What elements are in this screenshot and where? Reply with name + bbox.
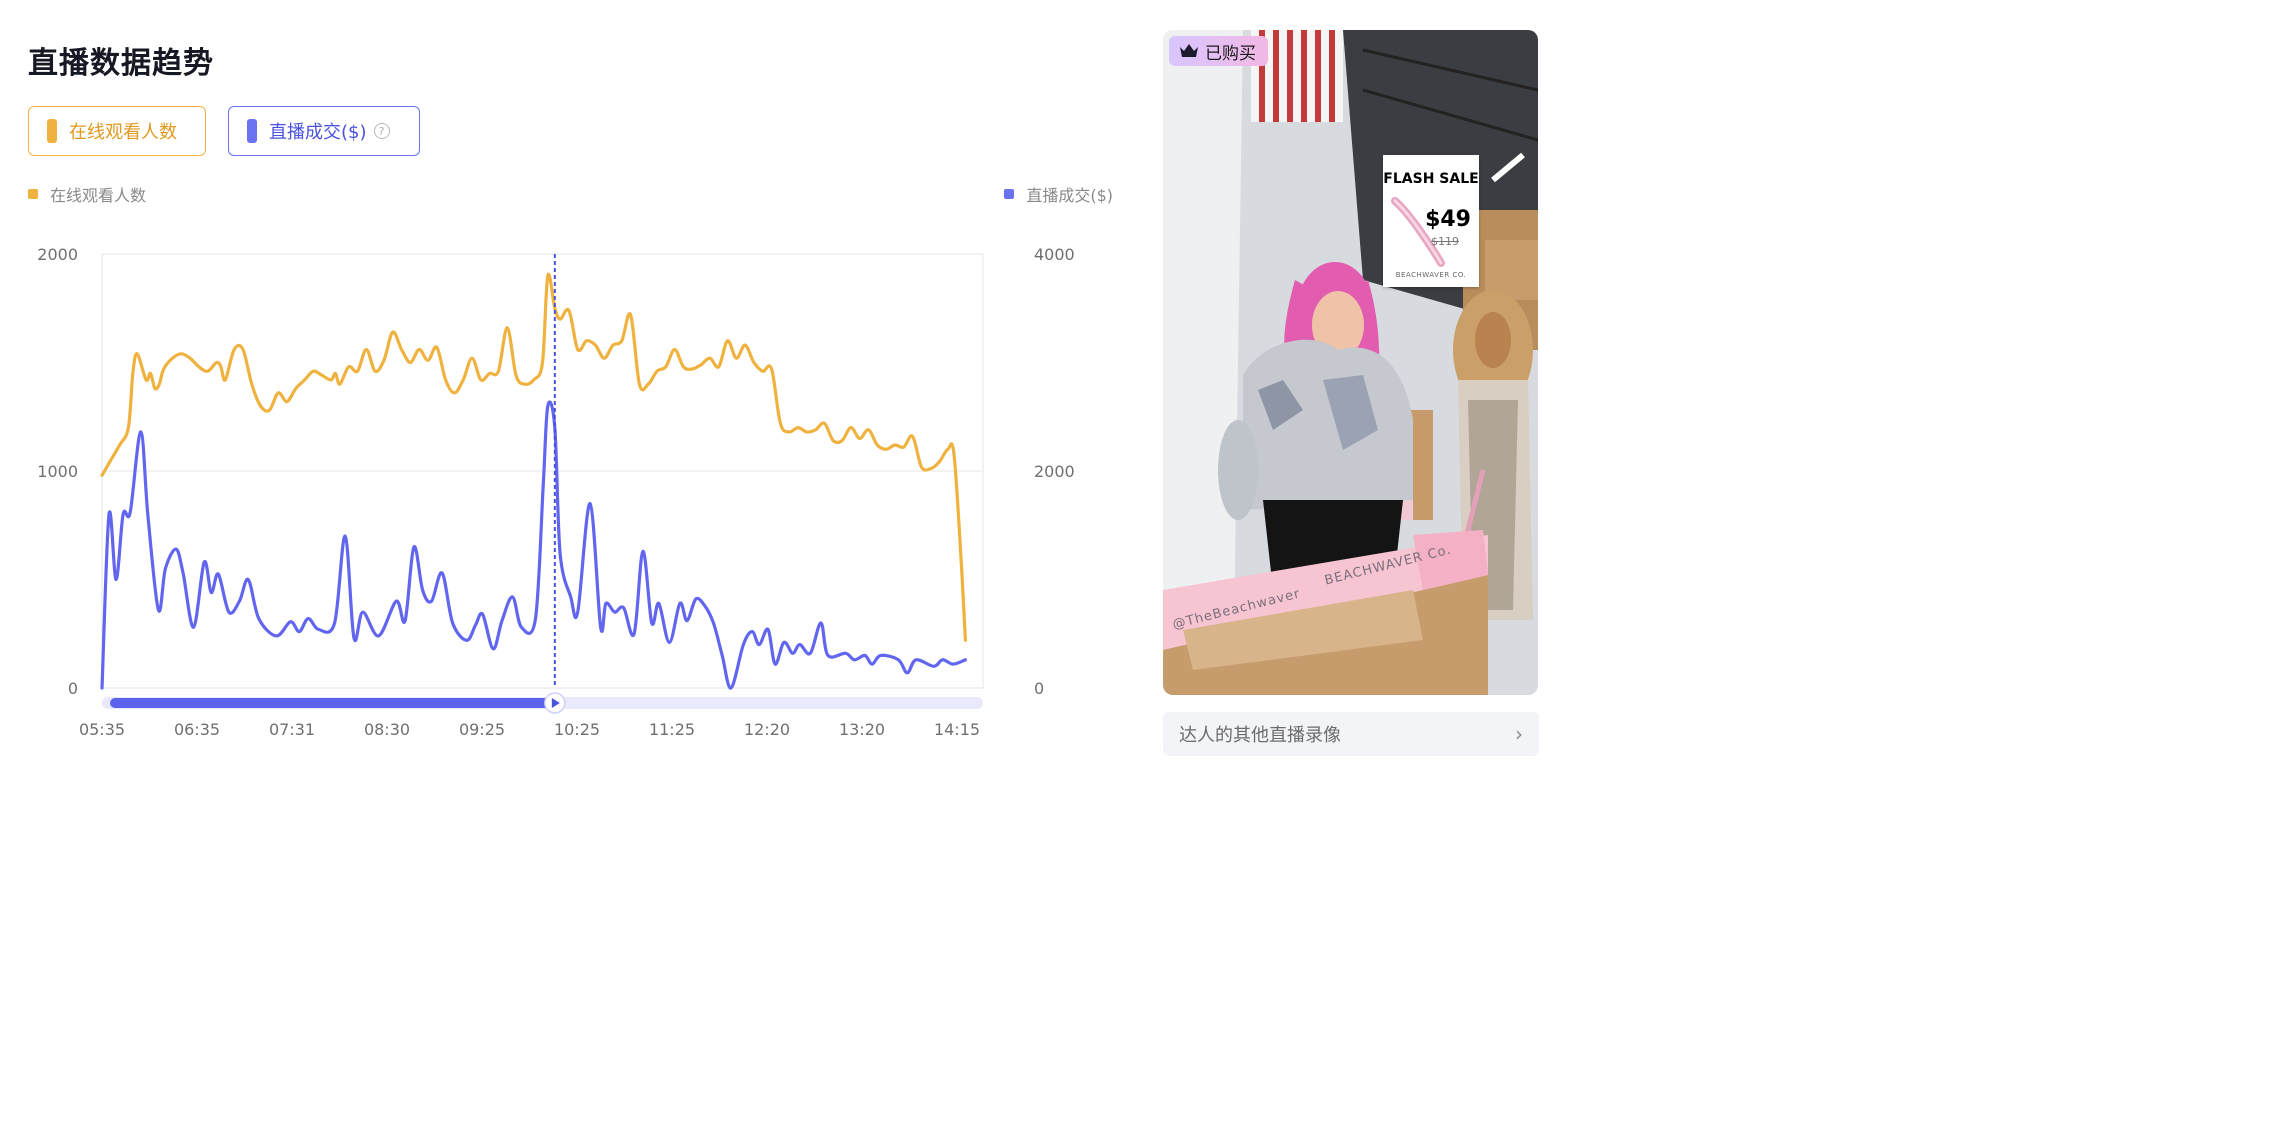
y-right-axis: 0 2000 4000 <box>1034 245 1075 698</box>
legend-viewers-swatch <box>28 189 38 199</box>
x-tick-label: 10:25 <box>554 720 600 739</box>
y-right-tick-label: 2000 <box>1034 462 1075 481</box>
time-range-slider[interactable] <box>102 692 983 714</box>
flash-sale-title: FLASH SALE <box>1383 171 1479 187</box>
x-tick-label: 12:20 <box>744 720 790 739</box>
x-axis: 05:35 06:35 07:31 08:30 09:25 10:25 11:25 12:20… <box>79 720 980 739</box>
metric-toggle-sales[interactable]: 直播成交($) ? <box>228 106 420 156</box>
crown-icon <box>1180 44 1198 57</box>
legend-viewers-label: 在线观看人数 <box>50 186 147 205</box>
legend-viewers[interactable]: 在线观看人数 <box>28 182 146 206</box>
chevron-right-icon: › <box>1515 722 1523 746</box>
series-line-sales <box>100 400 967 690</box>
live-video-player[interactable]: 已购买 FLASH SALE $49 $119 BEACHWAVER CO. @… <box>1163 30 1538 695</box>
viewers-color-bar <box>47 119 57 143</box>
series-line-viewers <box>100 272 967 642</box>
sales-color-bar <box>247 119 257 143</box>
x-tick-label: 13:20 <box>839 720 885 739</box>
other-live-recordings-link[interactable]: 达人的其他直播录像 › <box>1163 712 1539 756</box>
y-left-axis: 0 1000 2000 <box>37 245 78 698</box>
y-right-tick-label: 0 <box>1034 679 1044 698</box>
trend-chart: 0 1000 2000 0 2000 4000 05:35 06:35 07:31 08:30… <box>37 245 1075 739</box>
video-frame <box>1163 30 1538 695</box>
legend-sales-label: 直播成交($) <box>1026 186 1113 205</box>
purchased-badge: 已购买 <box>1169 36 1268 66</box>
metric-toggle-viewers[interactable]: 在线观看人数 <box>28 106 206 156</box>
y-left-tick-label: 2000 <box>37 245 78 264</box>
help-icon[interactable]: ? <box>373 123 390 139</box>
x-tick-label: 08:30 <box>364 720 410 739</box>
pink-box <box>1163 530 1488 695</box>
series-layer <box>100 272 967 690</box>
page-title: 直播数据趋势 <box>28 46 214 81</box>
flash-sale-price: $49 <box>1425 207 1471 232</box>
play-icon <box>551 698 560 708</box>
x-tick-label: 14:15 <box>934 720 980 739</box>
grid-layer <box>101 253 984 689</box>
purchased-badge-label: 已购买 <box>1205 43 1256 64</box>
y-left-tick-label: 1000 <box>37 462 78 481</box>
x-tick-label: 07:31 <box>269 720 315 739</box>
slider-fill <box>110 698 555 708</box>
flash-sale-card: FLASH SALE $49 $119 BEACHWAVER CO. <box>1383 155 1479 287</box>
x-tick-label: 09:25 <box>459 720 505 739</box>
legend-sales-swatch <box>1004 189 1015 199</box>
other-live-recordings-label: 达人的其他直播录像 <box>1179 725 1341 746</box>
metric-toggle-viewers-label: 在线观看人数 <box>69 122 177 143</box>
legend-sales[interactable]: 直播成交($) <box>1004 182 1113 206</box>
y-left-tick-label: 0 <box>68 679 78 698</box>
flash-sale-old-price: $119 <box>1431 235 1459 248</box>
x-tick-label: 06:35 <box>174 720 220 739</box>
y-right-tick-label: 4000 <box>1034 245 1075 264</box>
curler-icon <box>1391 197 1445 267</box>
flash-sale-brand: BEACHWAVER CO. <box>1395 271 1467 279</box>
x-tick-label: 05:35 <box>79 720 125 739</box>
metric-toggle-sales-label: 直播成交($) <box>269 122 367 143</box>
x-tick-label: 11:25 <box>649 720 695 739</box>
